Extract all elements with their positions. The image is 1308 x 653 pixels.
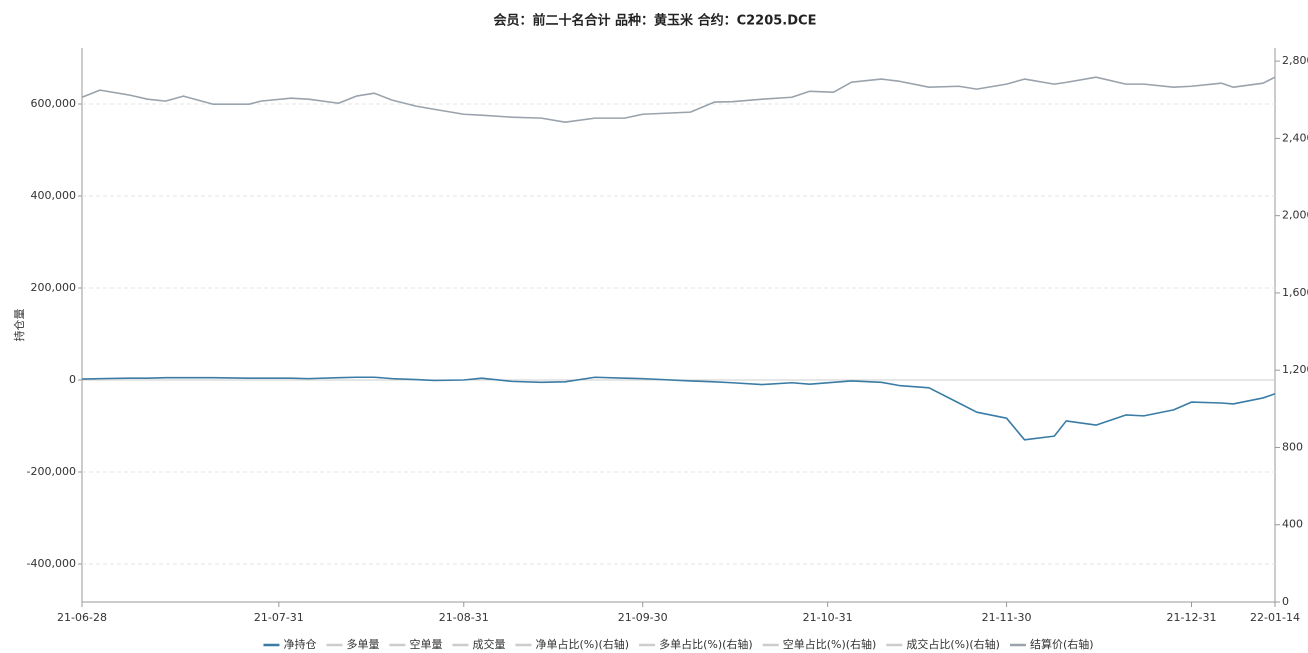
x-tick-label: 21-11-30 <box>982 611 1032 624</box>
x-tick-label: 21-06-28 <box>57 611 107 624</box>
y-tick-label: 600,000 <box>31 97 77 110</box>
series-line <box>81 376 1276 441</box>
series-line <box>81 76 1276 123</box>
x-tick-label: 22-01-14 <box>1250 611 1300 624</box>
y-tick-label: 400,000 <box>31 189 77 202</box>
y-tick-label: -400,000 <box>27 557 76 570</box>
y2-tick-label: 2,800 <box>1282 54 1308 67</box>
y-tick-label: 200,000 <box>31 281 77 294</box>
x-tick-label: 21-09-30 <box>618 611 668 624</box>
legend-label: 多单量 <box>346 637 379 651</box>
legend-label: 空单占比(%)(右轴) <box>783 637 877 651</box>
legend-label: 空单量 <box>409 637 442 651</box>
x-tick-label: 21-07-31 <box>254 611 304 624</box>
y-tick-label: -200,000 <box>27 465 76 478</box>
legend-label: 净单占比(%)(右轴) <box>535 637 629 651</box>
y2-tick-label: 800 <box>1282 440 1303 453</box>
chart-title: 会员：前二十名合计 品种：黄玉米 合约：C2205.DCE <box>494 13 817 29</box>
legend-label: 净持仓 <box>283 637 316 651</box>
legend-label: 结算价(右轴) <box>1030 637 1094 651</box>
y2-tick-label: 400 <box>1282 518 1303 531</box>
y2-tick-label: 1,600 <box>1282 286 1308 299</box>
legend-label: 成交占比(%)(右轴) <box>906 637 1000 651</box>
y-tick-label: 0 <box>69 373 76 386</box>
x-tick-label: 21-10-31 <box>803 611 853 624</box>
x-tick-label: 21-08-31 <box>439 611 489 624</box>
x-tick-label: 21-12-31 <box>1167 611 1217 624</box>
y2-tick-label: 2,400 <box>1282 131 1308 144</box>
y2-tick-label: 1,200 <box>1282 363 1308 376</box>
y2-tick-label: 0 <box>1282 595 1289 608</box>
legend-label: 成交量 <box>472 637 505 651</box>
legend-label: 多单占比(%)(右轴) <box>659 637 753 651</box>
y2-tick-label: 2,000 <box>1282 209 1308 222</box>
y-axis-label: 持仓量 <box>12 309 26 342</box>
